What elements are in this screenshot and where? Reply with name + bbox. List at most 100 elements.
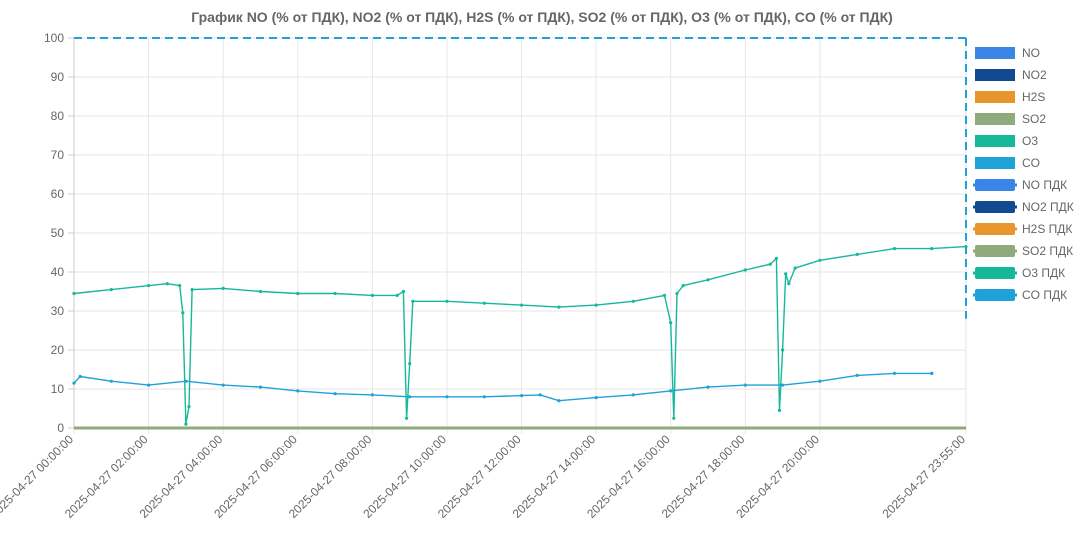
data-point [258,385,263,389]
y-tick-label: 0 [57,421,64,435]
data-point [395,293,399,297]
y-tick-label: 20 [51,343,65,357]
data-point [296,291,300,296]
legend-label: NO2 [1022,68,1047,82]
y-tick-label: 10 [51,382,65,396]
legend-item[interactable]: H2S ПДК [973,222,1072,236]
legend-swatch [975,69,1015,81]
data-point [662,293,667,297]
y-tick-label: 30 [51,304,65,318]
legend-item[interactable]: H2S [975,90,1045,104]
data-point [781,383,785,387]
data-point [147,284,151,288]
data-point [930,371,934,375]
data-point [221,286,225,290]
data-point [784,272,788,276]
legend-item[interactable]: CO ПДК [973,288,1067,302]
data-point [892,371,897,375]
legend-label: NO2 ПДК [1022,200,1074,214]
data-point [892,247,897,251]
grid-layer [68,37,967,434]
series-line [73,245,967,425]
data-point [109,288,113,292]
data-point [818,258,822,262]
data-point [631,393,636,397]
data-point [520,303,524,307]
series-line [73,372,932,402]
data-point [408,395,412,399]
x-tick-label: 2025-04-27 20:00:00 [733,432,822,521]
data-point [72,381,76,385]
x-tick-label: 2025-04-27 06:00:00 [211,432,300,521]
data-point [675,291,679,296]
legend-swatch [975,91,1015,103]
data-point [930,247,934,251]
data-point [743,383,747,387]
data-point [793,266,797,270]
y-tick-label: 90 [51,70,65,84]
x-tick-label: 2025-04-27 16:00:00 [584,432,673,521]
legend-label: CO [1022,156,1040,170]
data-point [333,392,337,396]
data-point [184,379,188,383]
data-point [482,301,486,305]
data-point [147,383,151,387]
data-point [818,379,822,383]
data-point [165,282,169,286]
y-tick-label: 40 [51,265,65,279]
data-point [78,374,82,379]
legend-item[interactable]: O3 [975,134,1038,148]
legend-label: SO2 [1022,112,1046,126]
data-point [669,321,673,325]
legend-item[interactable]: SO2 [975,112,1046,126]
x-tick-label: 2025-04-27 12:00:00 [435,432,524,521]
threshold-lines [74,37,967,319]
x-tick-label: 2025-04-27 02:00:00 [62,432,151,521]
data-point [594,303,598,307]
data-point [184,422,188,426]
data-point [631,299,636,303]
legend-item[interactable]: NO2 ПДК [973,200,1074,214]
data-point [743,268,747,272]
legend-item[interactable]: NO [975,46,1040,60]
data-point [774,256,779,260]
legend: NO NO2 H2S SO2 O3 CO NO ПДК NO2 ПДК H2S ПДК SO2 П… [973,46,1074,302]
legend-swatch [975,47,1015,59]
data-point [964,245,968,249]
data-point [669,389,673,393]
data-point [187,405,191,409]
data-point [109,379,113,383]
legend-item[interactable]: NO2 [975,68,1047,82]
legend-label: O3 ПДК [1022,266,1065,280]
x-tick-label: 2025-04-27 10:00:00 [360,432,449,521]
legend-item[interactable]: CO [975,156,1040,170]
data-point [178,284,182,288]
y-tick-label: 60 [51,187,65,201]
data-point [855,252,859,256]
data-point [777,408,782,412]
data-point [681,284,685,288]
data-point [855,373,859,377]
data-point [408,362,412,366]
data-point [482,395,486,399]
legend-label: H2S [1022,90,1045,104]
legend-item[interactable]: O3 ПДК [973,266,1065,280]
legend-swatch [975,113,1015,125]
data-point [706,385,710,389]
y-axis-ticks: 0 10 20 30 40 50 60 70 80 90 100 [44,31,64,435]
legend-label: SO2 ПДК [1022,244,1073,258]
data-point [781,348,785,352]
x-tick-label: 2025-04-27 23:55:00 [879,432,968,521]
legend-item[interactable]: NO ПДК [973,178,1067,192]
data-point [190,288,194,292]
legend-label: H2S ПДК [1022,222,1072,236]
legend-item[interactable]: SO2 ПДК [973,244,1073,258]
data-point [594,396,598,400]
data-point [296,389,300,393]
data-point [557,305,561,309]
legend-swatch [975,135,1015,147]
x-tick-label: 2025-04-27 18:00:00 [659,432,748,521]
